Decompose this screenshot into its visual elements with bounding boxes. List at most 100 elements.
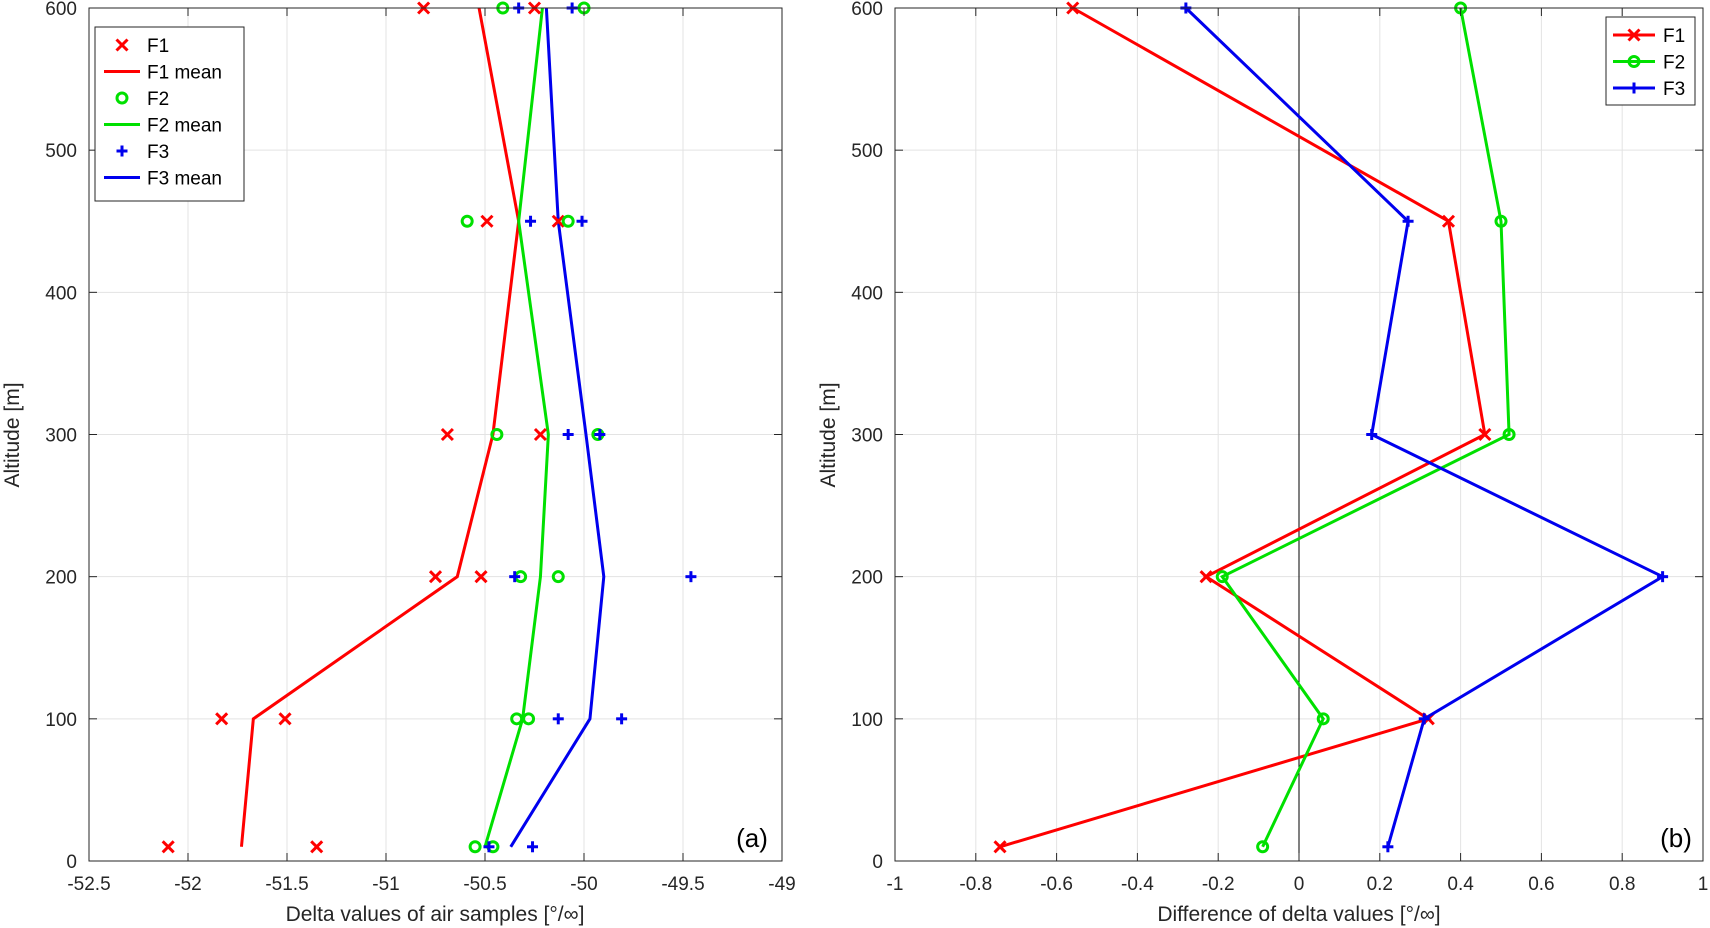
data-point-f1 [1478, 427, 1492, 442]
y-tick-label-a: 300 [45, 426, 77, 447]
x-tick-label-a: -51 [372, 874, 399, 895]
data-point-f2 [1494, 214, 1508, 228]
data-point-f1 [474, 570, 488, 584]
series-line-f3-mean [509, 7, 606, 848]
x-tick-label-b: -0.6 [1040, 874, 1073, 895]
data-point-f3 [509, 571, 521, 583]
series-line-f2 [1219, 7, 1511, 848]
data-point-f3 [527, 841, 539, 853]
ticks-a: -52.5 -52 -51.5 -51 -50.5 -50 -49.5 -49 0 100 200 3… [45, 0, 795, 895]
legend-a: F1 F1 mean F2 F2 mean F3 F3 mean [94, 26, 245, 202]
data-point-f3 [525, 215, 537, 227]
data-point-f1 [1441, 214, 1456, 228]
data-point-f1 [215, 712, 229, 726]
series-a [161, 1, 697, 854]
x-tick-label-b: -0.4 [1121, 874, 1154, 895]
series-line-f1 [999, 6, 1487, 849]
y-tick-label-a: 0 [66, 852, 77, 873]
data-point-f3 [552, 713, 564, 725]
legend-item-f2: F2 [115, 89, 169, 110]
chart-panel-a: -52.5 -52 -51.5 -51 -50.5 -50 -49.5 -49 0 100 200 3… [1, 0, 796, 926]
x-tick-label-b: 0.8 [1609, 874, 1635, 895]
data-point-f1 [1199, 570, 1213, 584]
legend-marker-f3 [116, 145, 128, 157]
data-point-f2 [522, 712, 536, 726]
legend-item-f3: F3 [116, 142, 169, 163]
x-tick-label-b: 0.2 [1367, 874, 1393, 895]
x-axis-label-b: Difference of delta values [°/∞] [1157, 903, 1440, 926]
data-point-f2 [1215, 570, 1229, 584]
x-axis-label-a: Delta values of air samples [°/∞] [286, 903, 585, 926]
legend-label: F2 [1663, 53, 1685, 74]
data-point-f1 [533, 427, 548, 442]
panel-label-b: (b) [1660, 823, 1692, 853]
x-tick-label-b: -0.8 [959, 874, 992, 895]
legend-item-f1-mean: F1 mean [104, 63, 222, 84]
x-tick-label-a: -49.5 [661, 874, 704, 895]
y-axis-label-b: Altitude [m] [817, 382, 840, 487]
data-point-f3 [685, 571, 697, 583]
chart-panel-b: -1 -0.8 -0.6 -0.4 -0.2 0 0.2 0.4 0.6 0.8 1 0 100 200 3… [817, 0, 1708, 926]
data-point-f3 [576, 215, 588, 227]
data-point-f1 [440, 427, 454, 442]
data-point-f3 [1402, 215, 1414, 227]
y-tick-label-b: 300 [851, 426, 883, 447]
legend-item-f1: F1 [115, 36, 169, 57]
legend-label: F2 [147, 89, 169, 110]
legend-marker-f3 [1628, 82, 1640, 94]
y-tick-label-b: 600 [851, 0, 883, 20]
legend-marker-f2 [115, 91, 129, 105]
legend-label: F2 mean [147, 116, 222, 137]
legend-item-f3: F3 [1613, 79, 1685, 100]
data-point-f1 [551, 214, 565, 228]
y-tick-label-b: 100 [851, 710, 883, 731]
y-tick-label-a: 400 [45, 283, 77, 304]
data-point-f1 [480, 214, 494, 228]
data-point-f3 [562, 429, 574, 440]
data-point-f3 [1418, 713, 1430, 725]
legend-label: F3 [1663, 79, 1685, 100]
x-tick-label-b: 0.6 [1528, 874, 1554, 895]
y-tick-label-a: 600 [45, 0, 77, 20]
series-line-f2-mean [483, 7, 550, 848]
x-tick-label-a: -52 [174, 874, 201, 895]
x-tick-label-b: -1 [887, 874, 904, 895]
y-tick-label-b: 400 [851, 283, 883, 304]
legend-box-a [94, 26, 245, 202]
data-point-f1 [278, 712, 292, 726]
legend-marker-f1 [1627, 28, 1641, 42]
x-tick-label-b: 0 [1294, 874, 1305, 895]
data-point-f2 [490, 428, 504, 441]
data-point-f3 [594, 429, 606, 440]
data-point-f2 [1502, 428, 1516, 441]
data-point-f2 [460, 214, 474, 228]
data-point-f3 [1382, 841, 1394, 853]
panel-label-a: (a) [736, 823, 768, 853]
x-tick-label-b: 1 [1698, 874, 1709, 895]
legend-marker-f2 [1627, 55, 1641, 68]
data-point-f3 [483, 841, 495, 853]
x-tick-label-a: -50.5 [463, 874, 506, 895]
y-tick-label-a: 200 [45, 568, 77, 589]
x-tick-label-a: -50 [570, 874, 597, 895]
series-line-f3 [1184, 6, 1666, 848]
data-point-f1 [310, 840, 324, 854]
legend-item-f3-mean: F3 mean [104, 169, 222, 190]
data-point-f2 [1256, 840, 1270, 854]
x-tick-label-a: -49 [768, 874, 795, 895]
data-point-f1 [161, 840, 175, 854]
legend-b: F1 F2 F3 [1605, 16, 1696, 106]
series-line-f1-mean [239, 7, 521, 847]
data-point-f1 [993, 840, 1007, 854]
x-tick-label-b: 0.4 [1447, 874, 1474, 895]
data-point-f2 [510, 712, 524, 726]
x-tick-label-a: -52.5 [67, 874, 110, 895]
legend-label: F1 [1663, 26, 1685, 47]
y-axis-label-a: Altitude [m] [1, 382, 24, 487]
y-tick-label-a: 500 [45, 141, 77, 162]
legend-item-f1: F1 [1613, 26, 1685, 47]
data-point-f2 [551, 570, 565, 584]
y-tick-label-b: 500 [851, 141, 883, 162]
x-tick-label-b: -0.2 [1202, 874, 1235, 895]
